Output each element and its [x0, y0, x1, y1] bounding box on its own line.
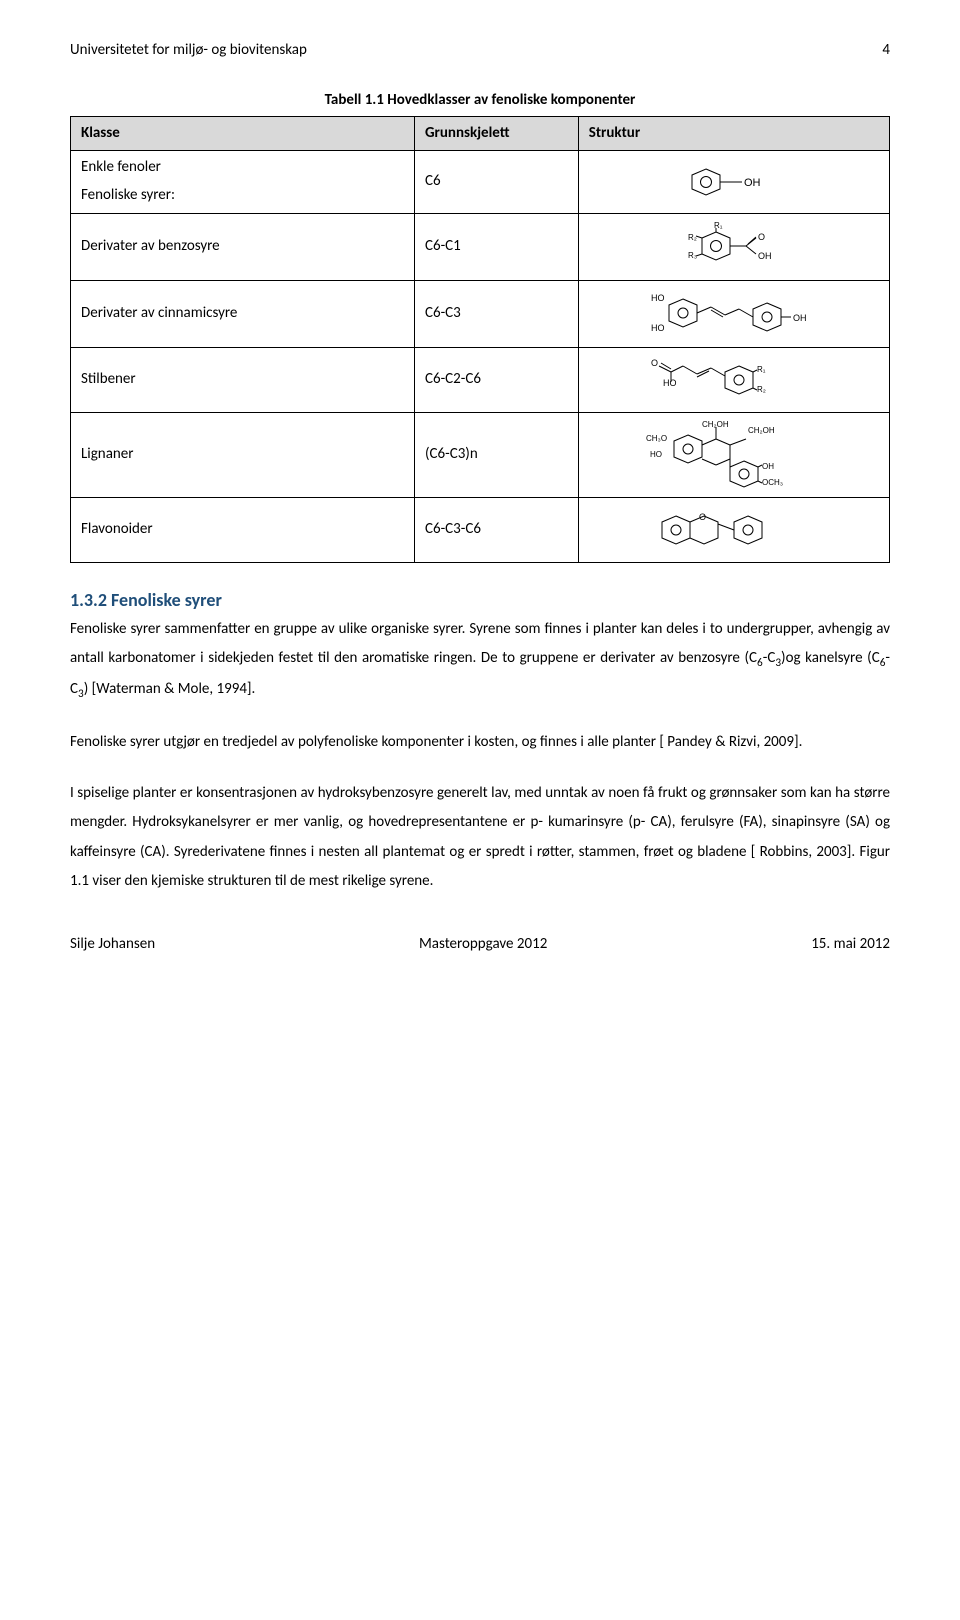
- svg-text:R₁: R₁: [714, 221, 723, 230]
- svg-text:OH: OH: [744, 177, 761, 189]
- header-page-number: 4: [882, 40, 890, 62]
- table-row: Stilbener C6-C2-C6 O HO R₁ R: [71, 347, 890, 412]
- svg-text:HO: HO: [651, 323, 665, 333]
- section-heading: 1.3.2 Fenoliske syrer: [70, 587, 890, 613]
- svg-text:OCH₃: OCH₃: [762, 478, 783, 487]
- cell-struktur-lignan-icon: CH₃O HO CH₂OH CH₂OH OH: [578, 412, 889, 497]
- cell-klasse: Derivater av cinnamicsyre: [71, 280, 415, 347]
- cell-struktur-cinnamic-icon: HO HO OH: [578, 280, 889, 347]
- svg-text:O: O: [758, 232, 765, 242]
- cell-klasse: Flavonoider: [71, 497, 415, 562]
- paragraph-2: Fenoliske syrer utgjør en tredjedel av p…: [70, 728, 890, 757]
- svg-text:R₁: R₁: [757, 365, 766, 374]
- svg-text:O: O: [651, 358, 658, 368]
- col-header-grunnskjelett: Grunnskjelett: [414, 116, 578, 151]
- footer-title: Masteroppgave 2012: [419, 934, 547, 956]
- svg-text:CH₂OH: CH₂OH: [702, 420, 729, 429]
- table-row: Enkle fenoler Fenoliske syrer: C6 OH: [71, 151, 890, 214]
- page-footer: Silje Johansen Masteroppgave 2012 15. ma…: [70, 934, 890, 956]
- svg-text:R₃: R₃: [688, 251, 697, 260]
- cell-klasse: Lignaner: [71, 412, 415, 497]
- table-row: Flavonoider C6-C3-C6 O: [71, 497, 890, 562]
- svg-text:R₂: R₂: [757, 385, 766, 394]
- cell-klasse: Derivater av benzosyre: [71, 213, 415, 280]
- para-text: )og kanelsyre (C: [781, 649, 880, 667]
- table-row: Derivater av cinnamicsyre C6-C3 HO HO: [71, 280, 890, 347]
- svg-text:OH: OH: [758, 251, 772, 261]
- col-header-klasse: Klasse: [71, 116, 415, 151]
- cell-struktur-benzoic-icon: O OH R₁ R₂ R₃: [578, 213, 889, 280]
- page-header: Universitetet for miljø- og biovitenskap…: [70, 40, 890, 62]
- header-left: Universitetet for miljø- og biovitenskap: [70, 40, 307, 62]
- cell-grunn: C6-C3-C6: [414, 497, 578, 562]
- klasse-line: Enkle fenoler: [81, 157, 404, 179]
- svg-text:OH: OH: [762, 462, 774, 471]
- paragraph-1: Fenoliske syrer sammenfatter en gruppe a…: [70, 615, 890, 706]
- cell-grunn: C6: [414, 151, 578, 214]
- footer-date: 15. mai 2012: [811, 934, 890, 956]
- klasse-line: Fenoliske syrer:: [81, 185, 404, 207]
- cell-struktur-flavonoid-icon: O: [578, 497, 889, 562]
- svg-text:HO: HO: [651, 293, 665, 303]
- svg-text:HO: HO: [663, 378, 677, 388]
- svg-text:CH₂OH: CH₂OH: [748, 426, 775, 435]
- table-header-row: Klasse Grunnskjelett Struktur: [71, 116, 890, 151]
- svg-text:O: O: [699, 512, 706, 522]
- svg-text:HO: HO: [650, 450, 662, 459]
- table-caption: Tabell 1.1 Hovedklasser av fenoliske kom…: [70, 90, 890, 112]
- cell-grunn: C6-C3: [414, 280, 578, 347]
- table-row: Lignaner (C6-C3)n CH₃O HO CH₂OH CH₂OH: [71, 412, 890, 497]
- cell-grunn: C6-C1: [414, 213, 578, 280]
- table-row: Derivater av benzosyre C6-C1 O OH R₁ R₂ …: [71, 213, 890, 280]
- para-text: -C: [763, 649, 776, 667]
- cell-klasse: Stilbener: [71, 347, 415, 412]
- cell-grunn: (C6-C3)n: [414, 412, 578, 497]
- footer-author: Silje Johansen: [70, 934, 155, 956]
- cell-grunn: C6-C2-C6: [414, 347, 578, 412]
- cell-klasse: Enkle fenoler Fenoliske syrer:: [71, 151, 415, 214]
- svg-text:OH: OH: [793, 313, 807, 323]
- col-header-struktur: Struktur: [578, 116, 889, 151]
- svg-text:CH₃O: CH₃O: [646, 434, 667, 443]
- cell-struktur-phenol-icon: OH: [578, 151, 889, 214]
- cell-struktur-stilbene-icon: O HO R₁ R₂: [578, 347, 889, 412]
- paragraph-3: I spiselige planter er konsentrasjonen a…: [70, 779, 890, 896]
- para-text: ) [Waterman & Mole, 1994].: [84, 680, 256, 698]
- svg-text:R₂: R₂: [688, 233, 697, 242]
- phenol-classes-table: Klasse Grunnskjelett Struktur Enkle feno…: [70, 116, 890, 563]
